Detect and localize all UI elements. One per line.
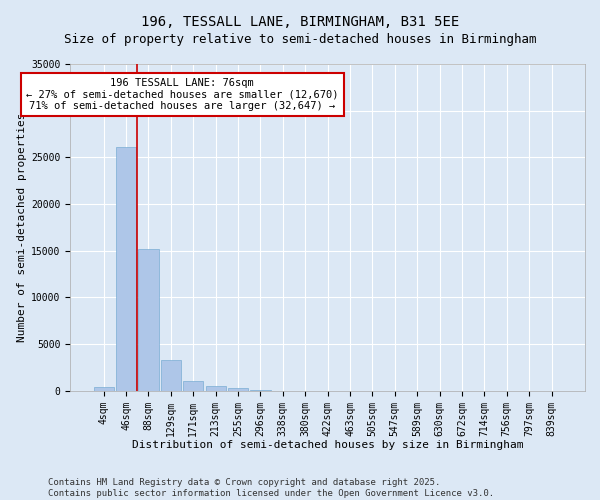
Text: 196 TESSALL LANE: 76sqm
← 27% of semi-detached houses are smaller (12,670)
71% o: 196 TESSALL LANE: 76sqm ← 27% of semi-de… [26, 78, 338, 111]
Bar [250, 390, 271, 391]
Bar [116, 147, 136, 391]
Text: Contains HM Land Registry data © Crown copyright and database right 2025.
Contai: Contains HM Land Registry data © Crown c… [48, 478, 494, 498]
Bar [161, 360, 181, 391]
Bar [139, 249, 158, 391]
Text: Size of property relative to semi-detached houses in Birmingham: Size of property relative to semi-detach… [64, 32, 536, 46]
Bar [183, 381, 203, 391]
X-axis label: Distribution of semi-detached houses by size in Birmingham: Distribution of semi-detached houses by … [132, 440, 523, 450]
Bar [94, 387, 114, 391]
Text: 196, TESSALL LANE, BIRMINGHAM, B31 5EE: 196, TESSALL LANE, BIRMINGHAM, B31 5EE [141, 15, 459, 29]
Y-axis label: Number of semi-detached properties: Number of semi-detached properties [17, 112, 27, 342]
Bar [206, 386, 226, 391]
Bar [228, 388, 248, 391]
